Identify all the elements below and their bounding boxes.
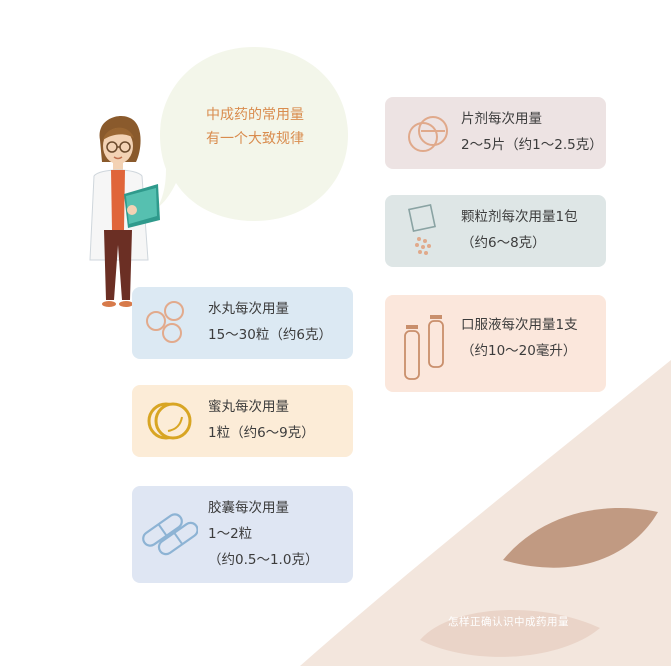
oral-liquid-dose: （约10～20毫升）	[461, 343, 577, 359]
honey-pill-icon	[147, 402, 192, 440]
leaf-shape	[503, 508, 658, 568]
granule-packet-icon	[408, 204, 436, 255]
capsule-icon	[142, 513, 198, 556]
footer-caption: 怎样正确认识中成药用量	[448, 616, 569, 628]
tablet-dosage-card: 片剂每次用量 2～5片（约1～2.5克）	[385, 97, 606, 169]
bubble-text: 中成药的常用量 有一个大致规律	[170, 103, 340, 151]
tablet-dose: 2～5片（约1～2.5克）	[461, 137, 603, 153]
granule-dose: （约6～8克）	[461, 235, 546, 251]
water-pill-title: 水丸每次用量	[208, 301, 289, 317]
capsule-dose: 1～2粒	[208, 526, 253, 542]
granule-title: 颗粒剂每次用量1包	[461, 209, 578, 225]
tablet-icon	[408, 116, 448, 152]
speech-bubble	[158, 47, 348, 221]
tablet-title: 片剂每次用量	[461, 111, 542, 127]
oral-liquid-dosage-card: 口服液每次用量1支 （约10～20毫升）	[385, 295, 606, 392]
corner-shape	[300, 360, 671, 666]
pills-icon	[146, 301, 184, 343]
bubble-line-1: 中成药的常用量	[206, 107, 304, 123]
water-pill-dose: 15～30粒（约6克）	[208, 327, 332, 343]
capsule-dosage-card: 胶囊每次用量 1～2粒 （约0.5～1.0克）	[132, 486, 353, 583]
honey-pill-dose: 1粒（约6～9克）	[208, 425, 315, 441]
oral-liquid-title: 口服液每次用量1支	[461, 317, 578, 333]
vial-icon	[404, 315, 444, 380]
honey-pill-title: 蜜丸每次用量	[208, 399, 289, 415]
doctor-illustration	[89, 116, 160, 307]
water-pill-dosage-card: 水丸每次用量 15～30粒（约6克）	[132, 287, 353, 359]
bubble-line-2: 有一个大致规律	[206, 131, 304, 147]
capsule-title: 胶囊每次用量	[208, 500, 289, 516]
petal-shape	[420, 609, 600, 657]
capsule-dose-weight: （约0.5～1.0克）	[208, 552, 319, 568]
granule-dosage-card: 颗粒剂每次用量1包 （约6～8克）	[385, 195, 606, 267]
honey-pill-dosage-card: 蜜丸每次用量 1粒（约6～9克）	[132, 385, 353, 457]
